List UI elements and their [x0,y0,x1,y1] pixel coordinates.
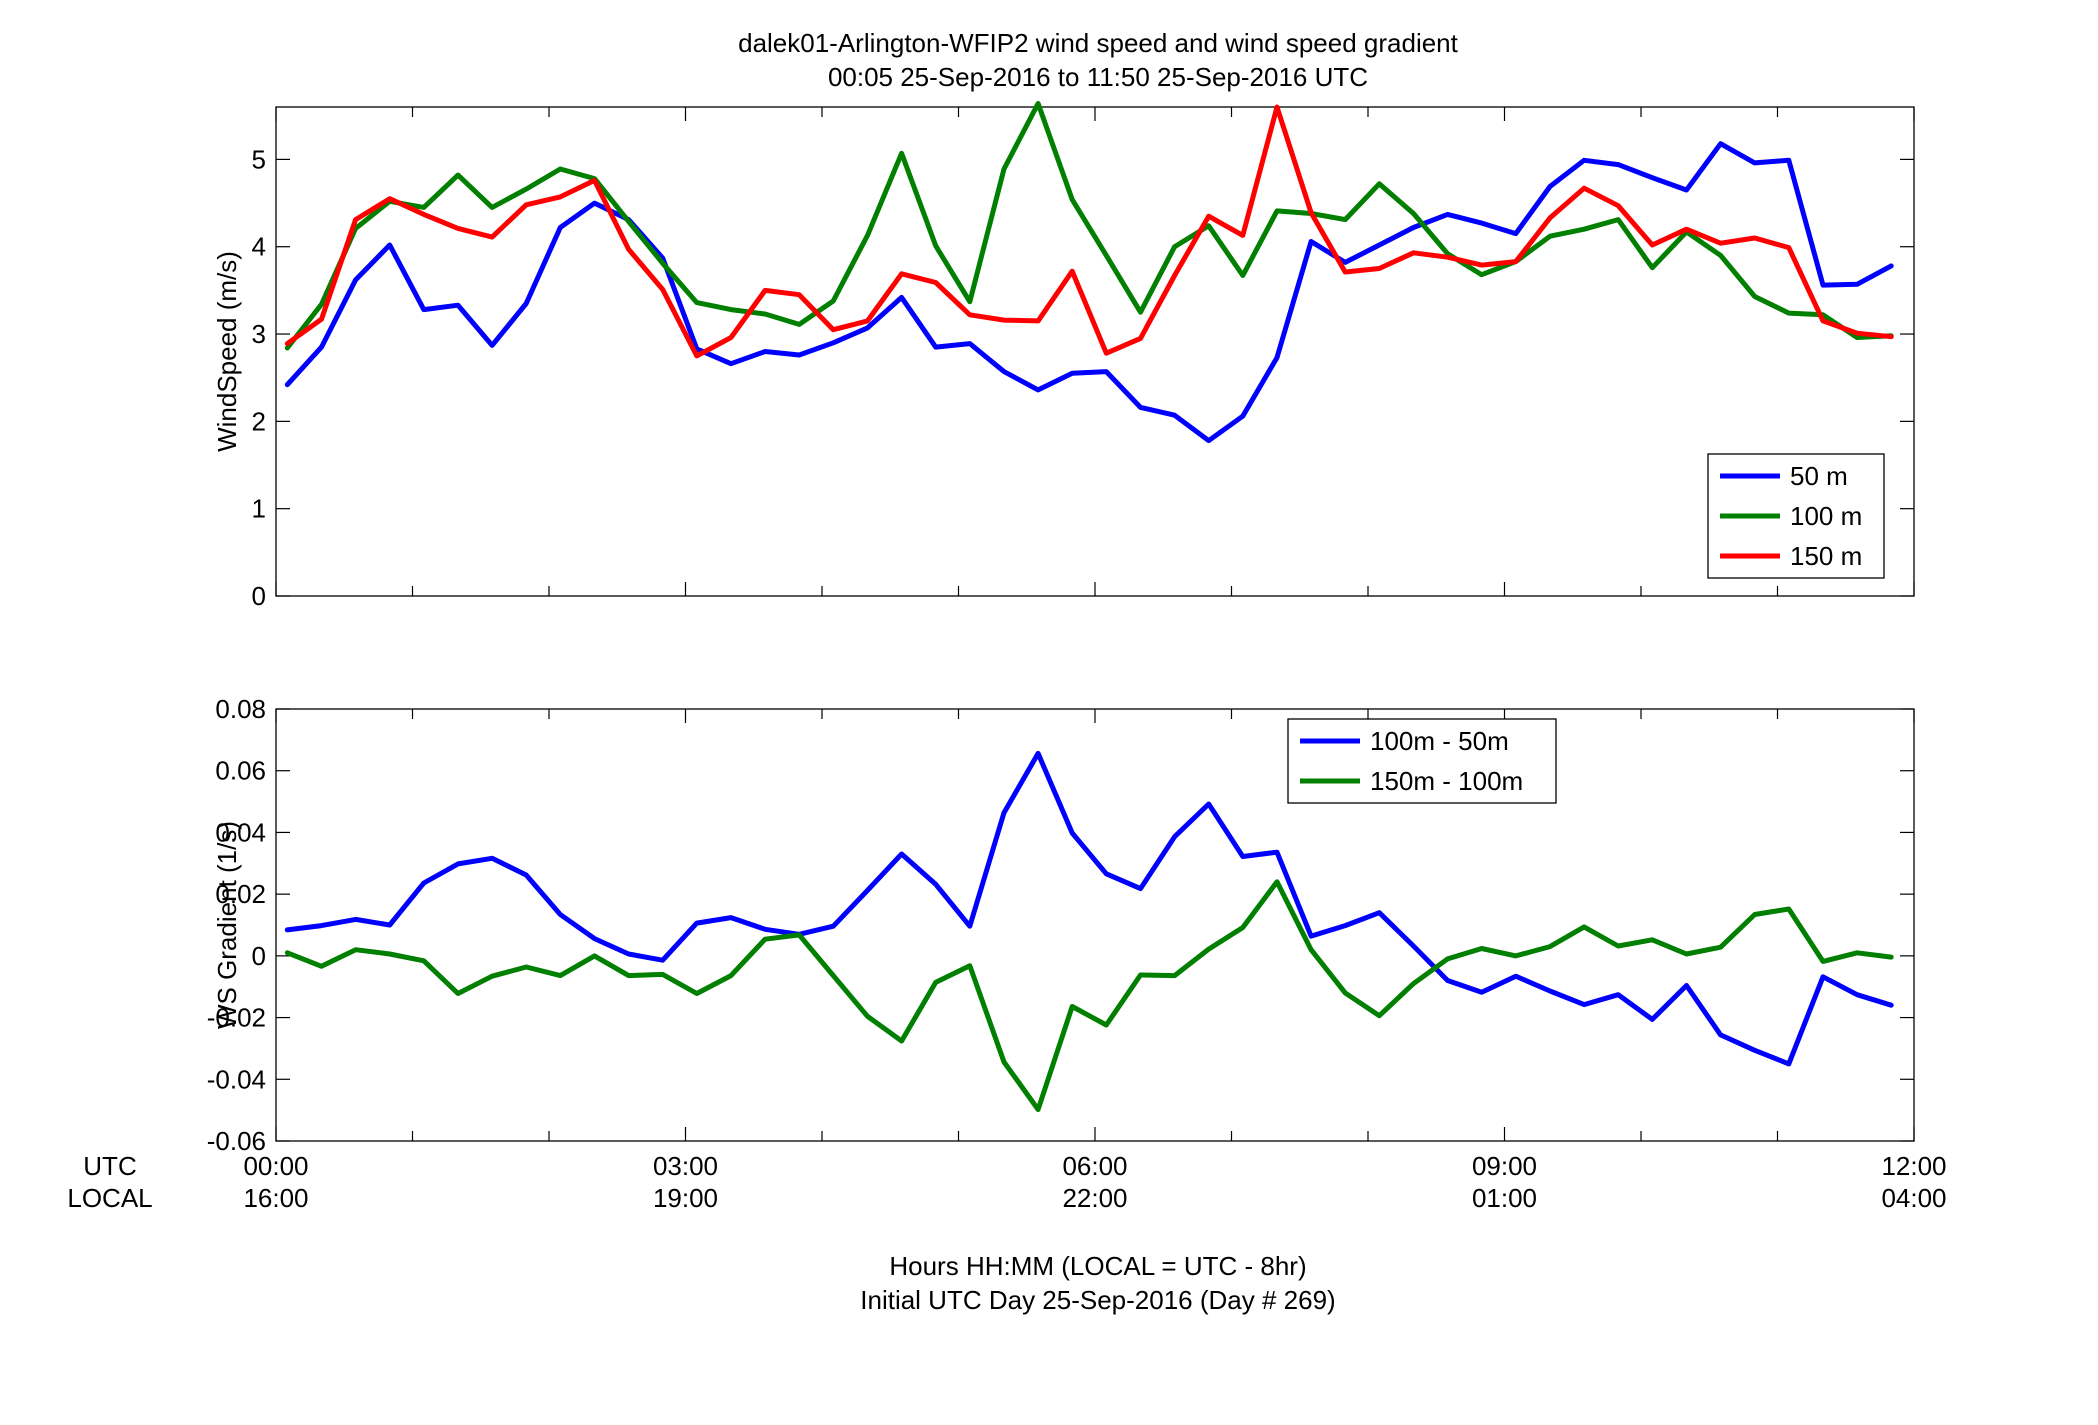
x-axis-sublabel: Initial UTC Day 25-Sep-2016 (Day # 269) [860,1285,1335,1315]
y-tick-label: 1 [252,494,266,524]
plot-area [275,708,1915,1142]
x-tick-label-local: 01:00 [1472,1183,1537,1213]
local-row-label: LOCAL [67,1183,152,1213]
figure-subtitle: 00:05 25-Sep-2016 to 11:50 25-Sep-2016 U… [828,62,1368,92]
y-tick-label: 0.04 [215,817,266,847]
figure-title: dalek01-Arlington-WFIP2 wind speed and w… [738,28,1459,58]
x-tick-label-local: 16:00 [243,1183,308,1213]
y-tick-label: 0.06 [215,756,266,786]
series-line-150m [284,104,1894,359]
x-tick-label-utc: 12:00 [1881,1151,1946,1181]
x-tick-label-utc: 00:00 [243,1151,308,1181]
x-tick-label-utc: 03:00 [653,1151,718,1181]
legend-label: 150m - 100m [1370,766,1523,796]
legend-label: 150 m [1790,541,1862,571]
legend-label: 100 m [1790,501,1862,531]
y-tick-label: 0.02 [215,879,266,909]
utc-row-label: UTC [83,1151,136,1181]
y-tick-label: 5 [252,144,266,174]
legend: 50 m 100 m 150 m [1707,453,1885,579]
series-line-50m [284,141,1894,444]
y-tick-label: 0.08 [215,694,266,724]
plot-area [275,106,1915,597]
x-tick-label-local: 22:00 [1062,1183,1127,1213]
y-tick-label: 0 [252,941,266,971]
legend-box [1287,718,1557,804]
y-axis-label: WS Gradient (1/s) [212,821,242,1029]
legend-label: 50 m [1790,461,1848,491]
series-line-100m-50m [284,750,1894,1067]
y-axis-label: WindSpeed (m/s) [212,251,242,452]
y-tick-label: -0.02 [207,1003,266,1033]
y-tick-label: -0.06 [207,1126,266,1156]
series-line-150m-100m [284,879,1894,1112]
x-tick-label-utc: 06:00 [1062,1151,1127,1181]
y-tick-label: 2 [252,406,266,436]
y-tick-label: -0.04 [207,1064,266,1094]
wind-speed-gradient-plot: -0.06 -0.04 -0.02 0 0.02 0.04 0.06 0.08 00:0016:… [207,694,1947,1213]
y-tick-label: 3 [252,319,266,349]
series-line-100m [284,101,1894,351]
wind-speed-plot: 0 1 2 3 4 5 WindSpeed (m/s) 50 m 100 m 150 m [212,101,1915,611]
y-tick-label: 4 [252,232,266,262]
y-tick-label: 0 [252,581,266,611]
x-tick-label-local: 04:00 [1881,1183,1946,1213]
legend: 100m - 50m 150m - 100m [1287,718,1557,804]
x-tick-label-utc: 09:00 [1472,1151,1537,1181]
legend-label: 100m - 50m [1370,726,1509,756]
x-axis-label: Hours HH:MM (LOCAL = UTC - 8hr) [889,1251,1306,1281]
x-tick-label-local: 19:00 [653,1183,718,1213]
